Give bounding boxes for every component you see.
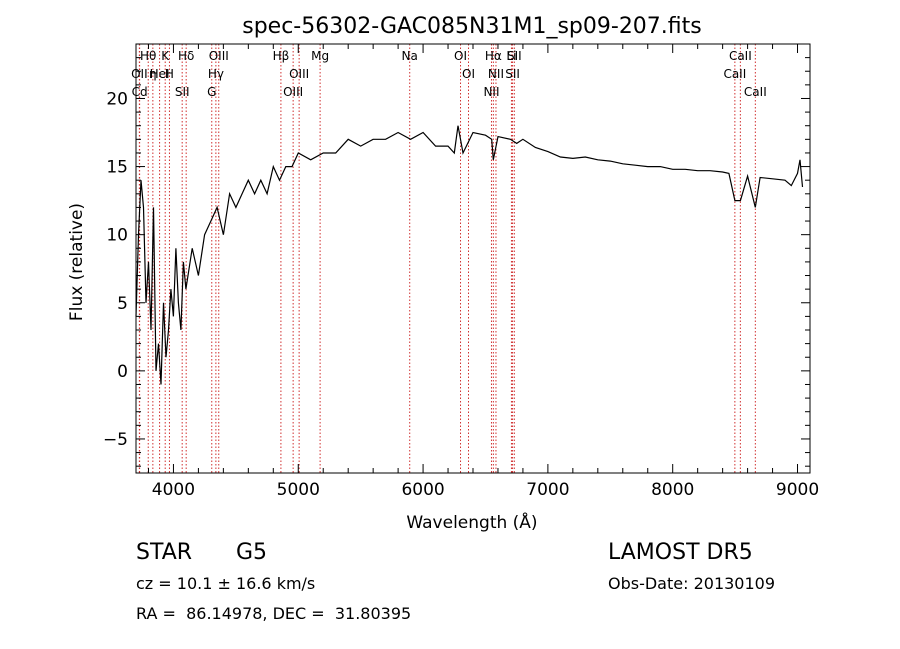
y-tick-label: −5 — [103, 430, 128, 450]
spectral-line-label: OI — [462, 67, 475, 81]
spectral-line-label: Hγ — [208, 67, 224, 81]
spectral-line-label: CaII — [729, 49, 752, 63]
y-axis-label: Flux (relative) — [67, 203, 87, 321]
y-tick-label: 10 — [106, 226, 128, 246]
coordinates: RA = 86.14978, DEC = 31.80395 — [136, 604, 412, 623]
y-tick-label: 20 — [106, 89, 128, 109]
spectral-line-label: Hα — [485, 49, 502, 63]
x-tick-label: 8000 — [651, 480, 694, 500]
y-tick-label: 15 — [106, 158, 128, 178]
observation-date: Obs-Date: 20130109 — [608, 574, 776, 593]
x-tick-label: 4000 — [152, 480, 195, 500]
spectral-line-label: Hβ — [273, 49, 290, 63]
spectral-line-label: η — [149, 67, 157, 81]
spectral-line-label: Hδ — [178, 49, 194, 63]
object-subclass: G5 — [236, 540, 268, 565]
x-axis-label: Wavelength (Å) — [406, 511, 537, 533]
spectral-line-label: K — [161, 49, 170, 63]
x-tick-label: 6000 — [401, 480, 444, 500]
redshift-velocity: cz = 10.1 ± 16.6 km/s — [136, 574, 316, 593]
x-tick-label: 7000 — [526, 480, 569, 500]
spectral-line-label: NII — [488, 67, 504, 81]
spectral-line-label: SII — [175, 85, 190, 99]
spectral-line-label: Na — [402, 49, 418, 63]
y-tick-label: 5 — [117, 294, 128, 314]
spectral-line-label: H — [165, 67, 174, 81]
y-axis: −5 0 5 10 15 20 — [103, 43, 810, 467]
survey-name: LAMOST DR5 — [608, 540, 753, 565]
spectral-line-label: NII — [483, 85, 499, 99]
spectrum-line — [135, 125, 804, 385]
x-tick-label: 9000 — [776, 480, 819, 500]
x-axis: 4000 5000 6000 7000 8000 9000 — [147, 44, 819, 500]
chart-title: spec-56302-GAC085N31M1_sp09-207.fits — [242, 14, 702, 39]
spectral-line-label: OI — [454, 49, 467, 63]
spectral-line-label: SII — [505, 67, 520, 81]
y-tick-label: 0 — [117, 362, 128, 382]
x-tick-label: 5000 — [277, 480, 320, 500]
plot-frame — [135, 43, 811, 474]
spectral-line-label: OIII — [283, 85, 303, 99]
spectral-line-label: CaII — [723, 67, 746, 81]
spectral-line-label: G — [207, 85, 216, 99]
spectral-line-label: HeI — [150, 67, 170, 81]
spectral-line-label: Li — [506, 49, 516, 63]
spectral-line-label: SII — [507, 49, 522, 63]
spectral-line-label: OIII — [289, 67, 309, 81]
spectral-line-label: CaII — [744, 85, 767, 99]
spectral-line-label: OII — [131, 67, 148, 81]
spectral-line-markers — [138, 44, 756, 473]
spectral-line-label: OIII — [209, 49, 229, 63]
spectral-line-label: Cd — [132, 85, 148, 99]
spectral-line-label: Mg — [311, 49, 329, 63]
spectral-line-label: Hθ — [140, 49, 156, 63]
object-class: STAR — [136, 540, 193, 565]
